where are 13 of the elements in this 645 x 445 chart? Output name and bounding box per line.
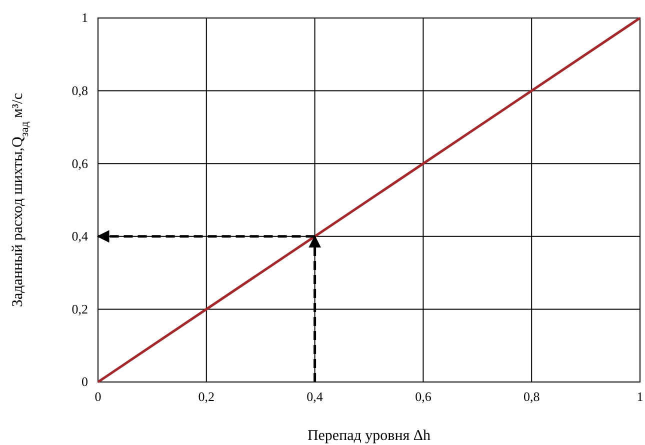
x-tick-label: 0,8 xyxy=(523,389,540,404)
x-tick-label: 0,4 xyxy=(306,389,324,404)
x-axis-title: Перепад уровня Δh xyxy=(307,428,432,444)
x-tick-label: 0,2 xyxy=(198,389,215,404)
y-tick-label: 0,2 xyxy=(72,301,88,316)
y-tick-label: 0,6 xyxy=(72,156,88,171)
x-tick-label: 1 xyxy=(636,389,644,404)
x-tick-label: 0 xyxy=(94,389,102,404)
y-tick-label: 0 xyxy=(82,374,88,390)
x-tick-label: 0,6 xyxy=(415,389,432,404)
y-tick-label: 1 xyxy=(82,10,88,26)
y-tick-label: 0,4 xyxy=(72,228,88,244)
y-tick-label: 0,8 xyxy=(72,82,88,98)
